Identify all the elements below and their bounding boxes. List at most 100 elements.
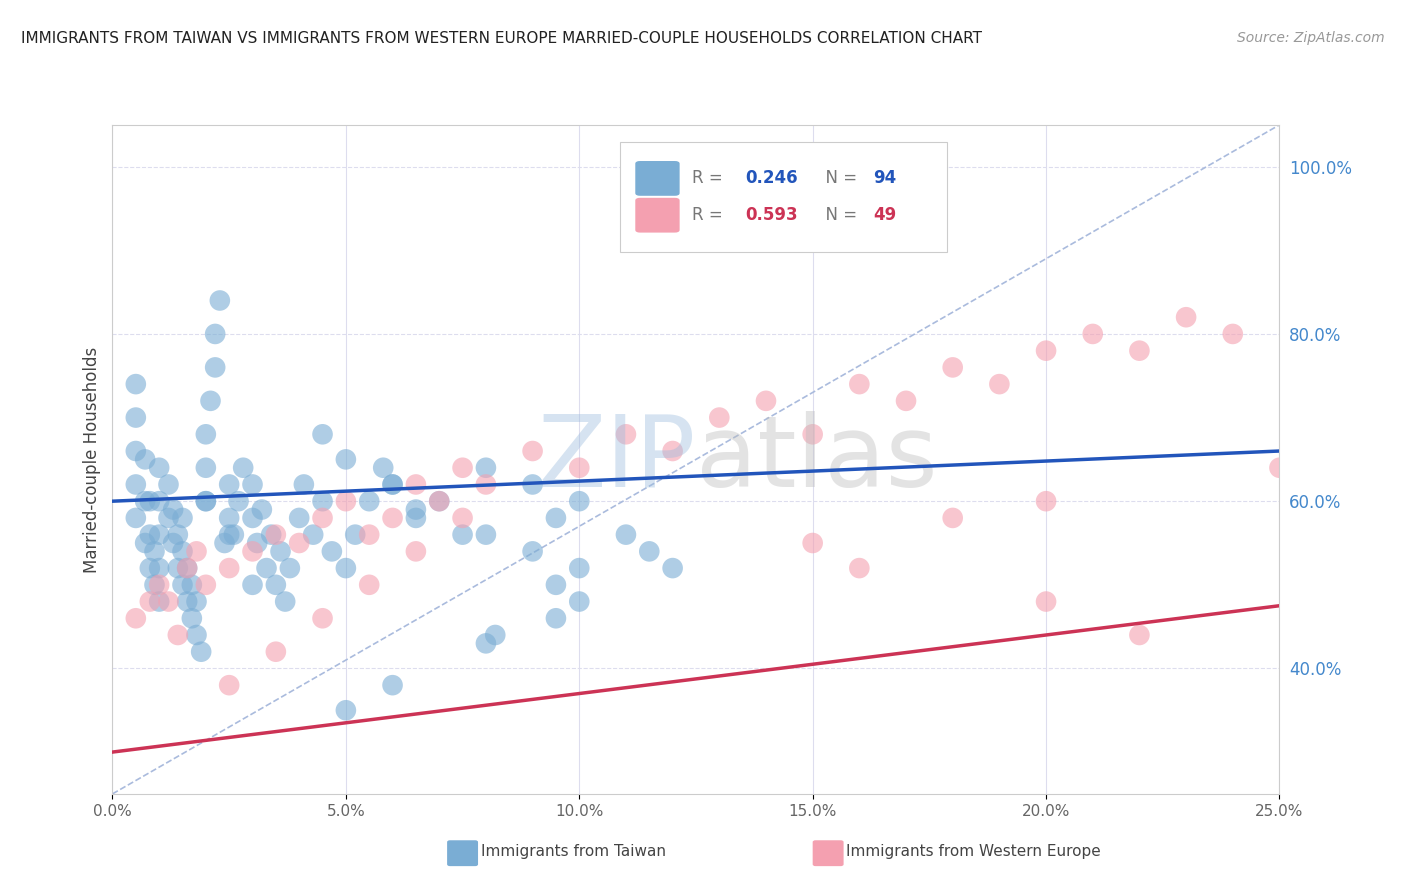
Point — [1128, 628, 1150, 642]
Point — [335, 703, 357, 717]
Text: ZIP: ZIP — [537, 411, 696, 508]
Text: 0.246: 0.246 — [745, 169, 797, 187]
Text: N =: N = — [815, 206, 862, 224]
Point — [405, 477, 427, 491]
Point — [250, 502, 273, 516]
Point — [148, 561, 170, 575]
Point — [242, 544, 264, 558]
Point — [180, 611, 202, 625]
Point — [180, 578, 202, 592]
Point — [218, 511, 240, 525]
Point — [256, 561, 278, 575]
Point — [218, 477, 240, 491]
Point — [451, 511, 474, 525]
Point — [311, 494, 333, 508]
Point — [335, 494, 357, 508]
Point — [208, 293, 231, 308]
Text: Immigrants from Taiwan: Immigrants from Taiwan — [481, 845, 666, 859]
Point — [278, 561, 301, 575]
Point — [381, 477, 404, 491]
Point — [186, 544, 208, 558]
Point — [125, 611, 148, 625]
Point — [544, 611, 567, 625]
Point — [186, 594, 208, 608]
Point — [139, 594, 162, 608]
Text: 94: 94 — [873, 169, 897, 187]
Point — [166, 628, 188, 642]
Point — [335, 561, 357, 575]
Point — [242, 511, 264, 525]
Point — [125, 477, 148, 491]
Point — [143, 544, 166, 558]
Point — [801, 536, 824, 550]
Point — [344, 527, 367, 541]
Point — [139, 561, 162, 575]
Point — [264, 578, 287, 592]
Point — [125, 410, 148, 425]
Text: IMMIGRANTS FROM TAIWAN VS IMMIGRANTS FROM WESTERN EUROPE MARRIED-COUPLE HOUSEHOL: IMMIGRANTS FROM TAIWAN VS IMMIGRANTS FRO… — [21, 31, 981, 46]
Text: atlas: atlas — [696, 411, 938, 508]
FancyBboxPatch shape — [620, 142, 946, 252]
Point — [172, 544, 194, 558]
Point — [427, 494, 450, 508]
Point — [148, 578, 170, 592]
Point — [427, 494, 450, 508]
Point — [134, 452, 156, 467]
Point — [139, 494, 162, 508]
Point — [661, 444, 683, 458]
Text: 0.593: 0.593 — [745, 206, 797, 224]
Point — [246, 536, 269, 550]
Point — [200, 393, 222, 408]
Point — [166, 561, 188, 575]
Point — [125, 377, 148, 392]
Point — [1081, 326, 1104, 341]
Point — [311, 427, 333, 442]
Point — [614, 527, 637, 541]
Point — [288, 511, 311, 525]
Point — [194, 460, 217, 475]
Point — [162, 502, 184, 516]
Text: Source: ZipAtlas.com: Source: ZipAtlas.com — [1237, 31, 1385, 45]
Point — [242, 578, 264, 592]
Point — [709, 410, 731, 425]
Point — [194, 494, 217, 508]
Point — [172, 511, 194, 525]
Point — [274, 594, 297, 608]
Point — [194, 578, 217, 592]
Point — [1222, 326, 1244, 341]
Point — [134, 494, 156, 508]
Text: N =: N = — [815, 169, 862, 187]
Point — [359, 578, 381, 592]
Point — [988, 377, 1011, 392]
Point — [190, 645, 212, 659]
Point — [801, 427, 824, 442]
Point — [942, 360, 965, 375]
Point — [568, 594, 591, 608]
Point — [218, 678, 240, 692]
Point — [381, 678, 404, 692]
Point — [335, 452, 357, 467]
Point — [475, 460, 498, 475]
Point — [214, 536, 236, 550]
Point — [638, 544, 661, 558]
Point — [1128, 343, 1150, 358]
Point — [848, 377, 870, 392]
Point — [228, 494, 250, 508]
Point — [848, 561, 870, 575]
Point — [359, 527, 381, 541]
Point — [232, 460, 254, 475]
Point — [544, 578, 567, 592]
Point — [451, 527, 474, 541]
Point — [475, 636, 498, 650]
Point — [143, 578, 166, 592]
Text: R =: R = — [693, 206, 728, 224]
Point — [292, 477, 315, 491]
Point — [522, 477, 544, 491]
Point — [157, 594, 180, 608]
FancyBboxPatch shape — [636, 198, 679, 233]
Point — [475, 477, 498, 491]
Point — [218, 527, 240, 541]
Point — [614, 427, 637, 442]
Point — [162, 536, 184, 550]
Point — [568, 460, 591, 475]
